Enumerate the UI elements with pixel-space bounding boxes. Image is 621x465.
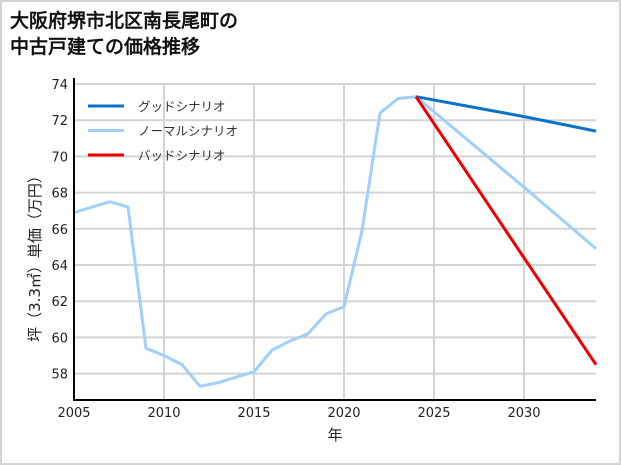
x-axis-label: 年 xyxy=(327,426,342,444)
chart-title-line2: 中古戸建ての価格推移 xyxy=(10,36,201,58)
y-axis-label: 坪（3.3㎡）単価（万円） xyxy=(26,168,44,342)
x-tick-label: 2030 xyxy=(507,406,540,421)
y-tick-label: 72 xyxy=(51,114,68,129)
legend-label: バッドシナリオ xyxy=(138,148,226,163)
y-tick-label: 58 xyxy=(51,368,68,383)
y-axis-ticks: 58 60 62 64 66 68 70 72 74 xyxy=(51,78,68,383)
x-tick-label: 2005 xyxy=(57,406,90,421)
legend-label: グッドシナリオ xyxy=(138,99,226,114)
legend-item-normal: ノーマルシナリオ xyxy=(88,124,238,139)
y-tick-label: 74 xyxy=(51,78,68,93)
series-line-good xyxy=(415,95,597,133)
x-tick-label: 2015 xyxy=(237,406,270,421)
y-tick-label: 70 xyxy=(51,150,68,165)
series-line-bad xyxy=(414,95,598,366)
y-tick-label: 64 xyxy=(51,259,68,274)
axes xyxy=(73,78,596,401)
chart-title-line1: 大阪府堺市北区南長尾町の xyxy=(10,10,239,32)
x-tick-label: 2020 xyxy=(327,406,360,421)
legend-item-good: グッドシナリオ xyxy=(88,99,226,114)
x-axis-ticks: 2005 2010 2015 2020 2025 2030 xyxy=(57,406,540,421)
legend-item-bad: バッドシナリオ xyxy=(88,148,226,163)
y-tick-label: 68 xyxy=(51,187,68,202)
y-tick-label: 66 xyxy=(51,223,68,238)
x-tick-label: 2010 xyxy=(147,406,180,421)
data-series xyxy=(73,95,598,388)
series-line-normal xyxy=(73,95,597,388)
x-tick-label: 2025 xyxy=(417,406,450,421)
chart-title: 大阪府堺市北区南長尾町の 中古戸建ての価格推移 xyxy=(10,8,238,60)
legend-label: ノーマルシナリオ xyxy=(138,124,238,139)
y-tick-label: 60 xyxy=(51,331,68,346)
y-tick-label: 62 xyxy=(51,295,68,310)
